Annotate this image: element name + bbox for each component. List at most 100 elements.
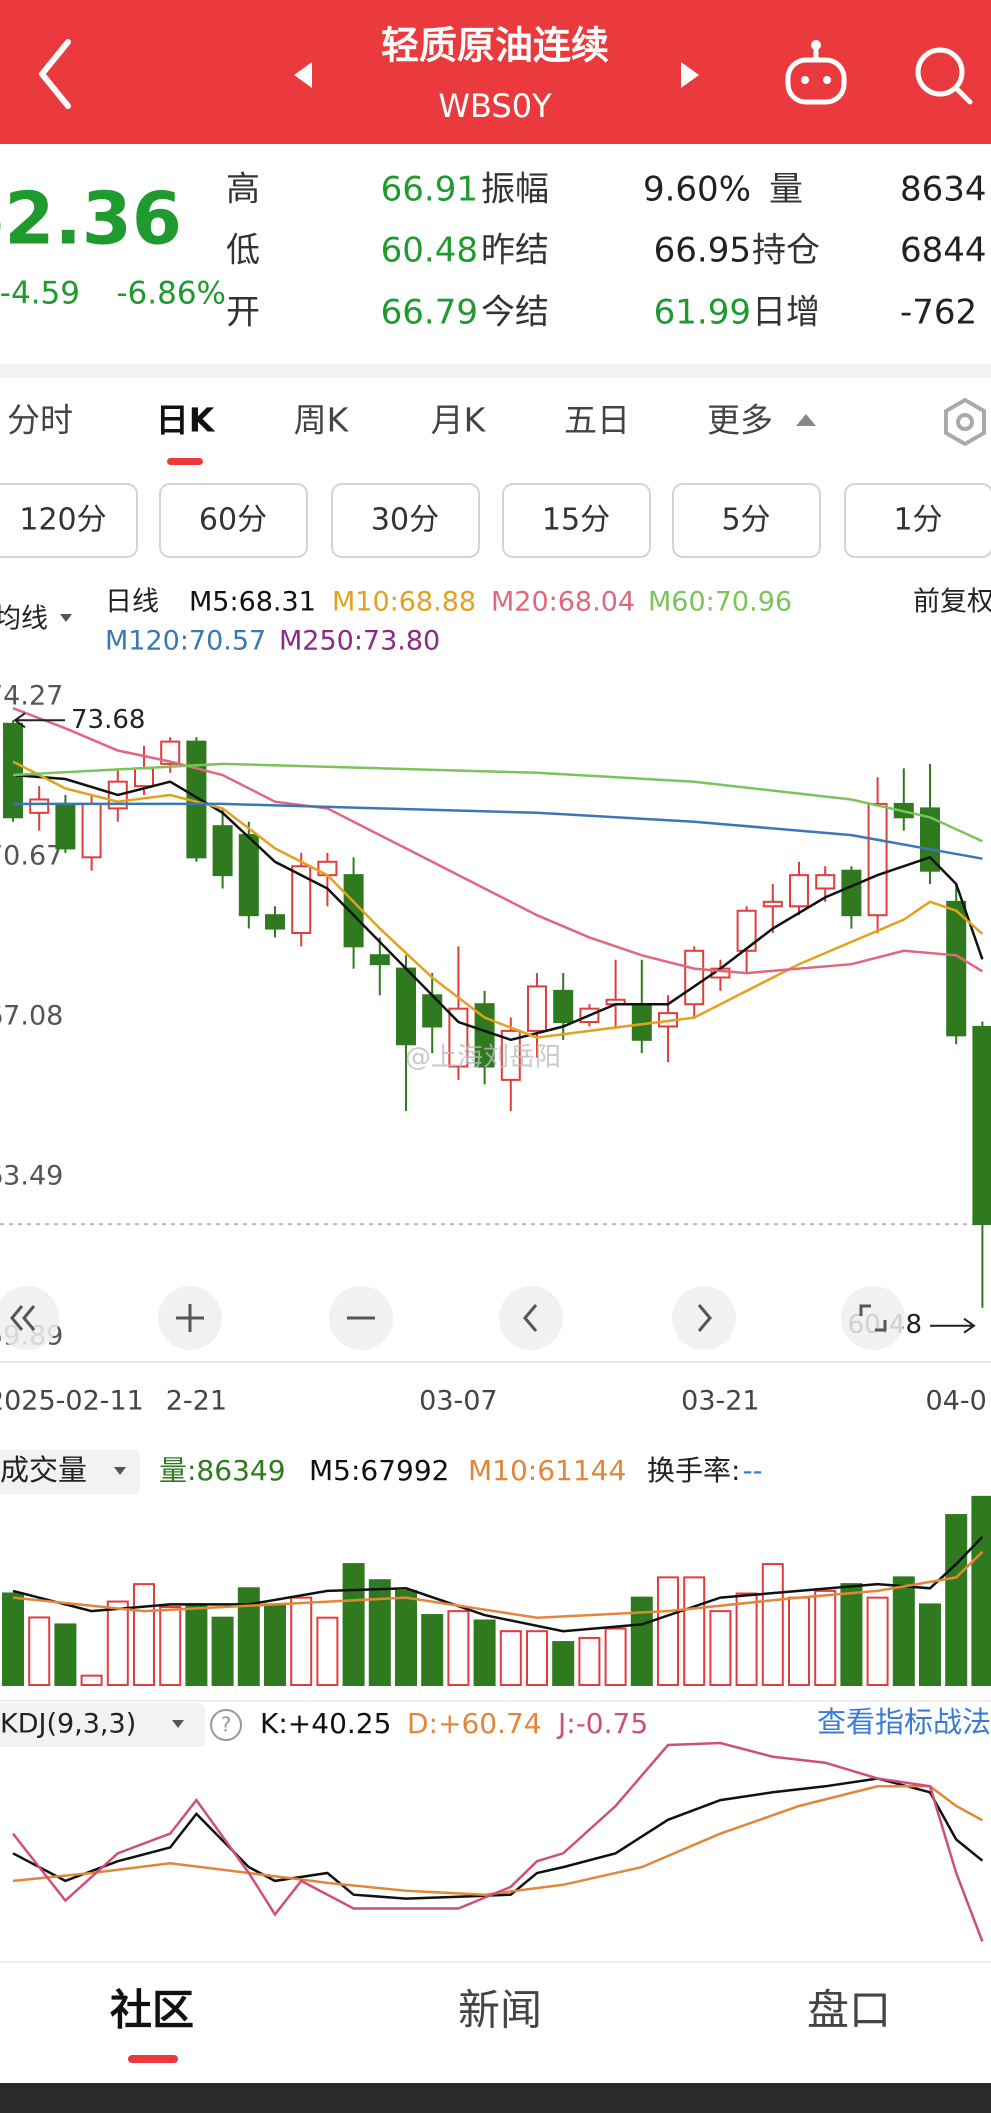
- robot-icon[interactable]: [785, 40, 847, 105]
- legend-entry: M10:61144: [468, 1454, 626, 1487]
- dropdown-arrow: [172, 1720, 184, 1728]
- legend-entry: 量:86349: [159, 1454, 286, 1487]
- stat-value: 66.91: [381, 170, 478, 210]
- max-label: 73.68: [71, 705, 145, 735]
- stat-label: 持仓: [752, 231, 820, 271]
- settings-icon[interactable]: [944, 397, 986, 447]
- period-button[interactable]: [331, 483, 480, 558]
- period-label: 120分: [19, 503, 106, 538]
- step-left-button[interactable]: [499, 1286, 563, 1350]
- next-contract[interactable]: [681, 62, 699, 88]
- candle-body: [972, 1025, 991, 1226]
- period-label: 5分: [721, 503, 770, 538]
- chart-tab[interactable]: 五日: [564, 401, 630, 440]
- volume-bar: [316, 1616, 339, 1687]
- adjust-label[interactable]: 前复权: [913, 587, 991, 618]
- volume-bar: [237, 1587, 260, 1686]
- y-tick-label: 63.49: [0, 1160, 63, 1191]
- volume-bar: [683, 1576, 706, 1687]
- kdj-line: [12, 1785, 983, 1896]
- legend-entry: M20:68.04: [491, 587, 635, 618]
- stat-value: 66.95: [654, 231, 751, 271]
- period-button[interactable]: [502, 483, 651, 558]
- candle-body: [920, 807, 940, 872]
- bottom-tab[interactable]: 盘口: [807, 1986, 891, 2035]
- x-tick-label: 03-07: [419, 1386, 497, 1417]
- volume-bar: [368, 1579, 391, 1687]
- volume-bar: [473, 1619, 496, 1687]
- period-button[interactable]: [159, 483, 308, 558]
- period-button[interactable]: [844, 483, 991, 558]
- stat-value: -762: [900, 293, 977, 333]
- volume-ma-line: [12, 1536, 984, 1633]
- candle-body: [369, 954, 390, 966]
- candle-body: [291, 865, 312, 934]
- ma-line: [12, 760, 984, 1039]
- volume-bar: [945, 1514, 968, 1687]
- header-bar: [0, 0, 991, 144]
- max-arrow: [13, 712, 65, 729]
- stat-value: 8634: [900, 170, 987, 210]
- candle-body: [134, 767, 154, 788]
- volume-bar: [971, 1495, 991, 1687]
- search-icon[interactable]: [915, 47, 973, 105]
- candle-body: [736, 909, 757, 952]
- chart-tabs: 分时 日K 周K 月K 五日 更多: [7, 401, 816, 465]
- stat-value: 60.48: [381, 231, 478, 271]
- candle-body: [29, 798, 50, 814]
- bottom-tab[interactable]: 社区: [110, 1986, 194, 2035]
- x-tick-label: 03-21: [681, 1386, 759, 1417]
- legend-entry: M5:67992: [309, 1454, 449, 1487]
- candle-body: [396, 967, 416, 1046]
- candle-body: [553, 989, 574, 1024]
- ma-line: [12, 773, 984, 1042]
- volume-bar: [499, 1630, 522, 1686]
- help-icon[interactable]: [210, 1709, 242, 1741]
- volume-selector[interactable]: [0, 1450, 140, 1494]
- chart-tab[interactable]: 周K: [294, 401, 350, 440]
- x-tick-label: 04-0: [926, 1386, 987, 1417]
- help-text: ?: [221, 1713, 232, 1737]
- volume-bar: [840, 1583, 863, 1687]
- volume-bar: [630, 1596, 653, 1686]
- kdj-selector[interactable]: [0, 1703, 205, 1747]
- fullscreen-button[interactable]: [841, 1286, 905, 1350]
- period-button[interactable]: [0, 483, 138, 558]
- candle-body: [55, 802, 76, 850]
- volume-bar: [28, 1616, 51, 1687]
- volume-chart: 量:86349 M5:67992 M10:61144 换手率: --: [2, 1454, 991, 1687]
- candle-body: [867, 802, 888, 917]
- candle-body: [238, 834, 259, 917]
- stat-label: 高: [226, 170, 260, 210]
- ma-selector[interactable]: 均线: [0, 604, 48, 635]
- step-right-button[interactable]: [672, 1286, 736, 1350]
- stat-label: 开: [226, 293, 260, 333]
- header-title: 轻质原油连续: [381, 24, 609, 68]
- period-label: 30分: [371, 503, 439, 538]
- scroll-left-button[interactable]: [0, 1286, 59, 1350]
- period-button[interactable]: [672, 483, 821, 558]
- bottom-tab[interactable]: 新闻: [458, 1986, 542, 2035]
- ma-line: [13, 802, 983, 860]
- volume-bar: [447, 1610, 470, 1686]
- legend-entry: D:+60.74: [407, 1707, 542, 1740]
- volume-bar: [866, 1596, 889, 1686]
- chart-tab[interactable]: 日K: [156, 401, 216, 440]
- watermark: @上海刘岳阳: [405, 1043, 561, 1073]
- chart-tab[interactable]: 分时: [7, 401, 73, 440]
- indicator-link[interactable]: 查看指标战法: [817, 1705, 991, 1739]
- y-tick-label: 67.08: [0, 1001, 63, 1032]
- chart-tab[interactable]: 更多: [707, 401, 773, 440]
- back-button[interactable]: [39, 39, 71, 109]
- turnover-value: --: [742, 1454, 762, 1487]
- chart-tab[interactable]: 月K: [431, 401, 487, 440]
- volume-bar: [578, 1636, 601, 1687]
- bottom-tabs: 社区 新闻 盘口: [110, 1986, 891, 2035]
- zoom-controls: [0, 1286, 905, 1350]
- candle-body: [527, 985, 547, 1032]
- active-bottom-tab-indicator: [128, 2055, 178, 2063]
- prev-contract[interactable]: [294, 62, 312, 88]
- candle-body: [265, 914, 285, 930]
- ma-line: [12, 762, 983, 843]
- stat-label: 振幅: [481, 170, 549, 210]
